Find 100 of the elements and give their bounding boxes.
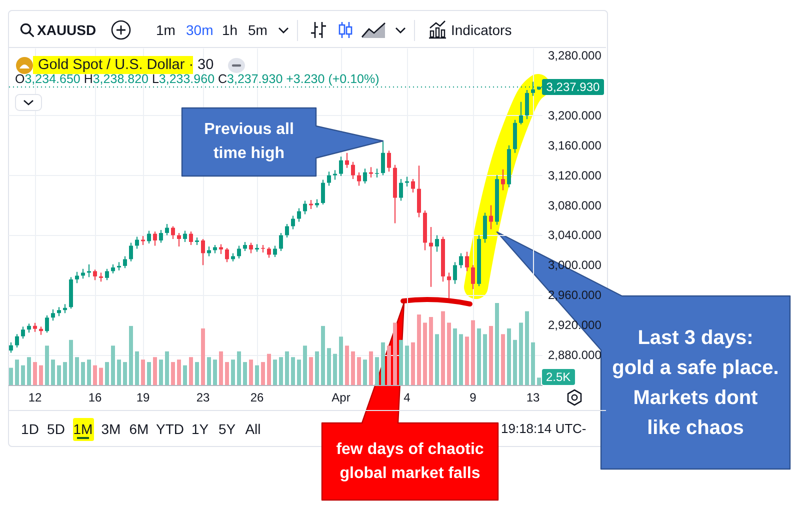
bar [393,322,397,385]
bar [507,328,511,385]
candlestick [345,152,349,168]
candlestick [21,326,25,340]
candlestick [405,176,409,188]
bar [447,322,451,385]
text: Indicators [451,21,512,39]
bar [315,351,319,385]
bar [141,360,145,385]
candlestick [453,262,457,284]
bar [267,354,271,385]
bar [465,336,469,385]
candlestick [363,168,367,184]
candlestick [285,223,289,238]
candlestick [105,268,109,281]
bar [39,365,43,385]
candlestick [153,230,157,246]
x-tick-label: 23 [196,390,210,404]
candlestick [387,150,391,172]
candlestick [297,208,301,222]
text: XAUUSD [37,21,96,39]
bar [75,357,79,385]
candlestick [129,242,133,262]
bar [135,351,139,385]
x-tick-label: Apr [332,390,350,404]
bar [237,351,241,385]
bar [471,320,475,385]
x-tick-label: 4 [404,390,411,404]
bar [183,365,187,385]
bar [339,336,343,385]
bar [291,357,295,385]
bar [531,342,535,385]
bar [429,316,433,385]
candlestick [201,238,205,266]
candlestick [351,161,355,180]
text: O3,234.650 H3,238.820 L3,233.960 C3,237.930 +3.230 (+0.10%) [15,72,380,86]
candlestick [171,226,175,240]
bar [519,322,523,385]
bar [147,362,151,385]
candlestick [333,170,337,180]
candlestick [147,230,151,244]
bar [441,311,445,385]
bar [321,326,325,385]
bar [495,303,499,385]
bar [477,328,481,385]
bar [489,326,493,385]
candlestick [435,234,439,252]
candlestick [501,168,505,191]
bar [159,360,163,385]
x-tick-label: 13 [526,390,540,404]
bar [27,357,31,385]
bar [225,362,229,385]
candlestick [93,269,97,281]
bar [405,346,409,385]
bar [285,351,289,385]
text: 1Y [191,421,209,437]
y-tick-label: 3,040.000 [548,228,602,242]
x-tick-label: 16 [88,390,102,404]
bar [279,357,283,385]
bar [261,362,265,385]
bar [327,348,331,385]
bar [459,334,463,385]
candlestick [429,226,433,288]
candlestick [321,179,325,206]
candlestick [75,271,79,284]
candlestick [207,246,211,257]
candlestick [219,244,223,254]
bar [117,360,121,385]
bar [51,360,55,385]
candlestick [447,272,451,299]
bar [195,362,199,385]
bar [369,351,373,385]
bar [33,362,37,385]
bar [45,346,49,385]
bar [213,360,217,385]
annotation: Previous all time high [203,120,295,164]
bar [345,346,349,385]
text: 5Y [218,421,236,437]
bar [15,360,19,385]
bar [219,351,223,385]
bar [303,346,307,385]
bar [99,368,103,385]
candlestick [279,232,283,252]
bar [207,357,211,385]
text: 5m [248,21,268,39]
bar [483,334,487,385]
bar [87,360,91,385]
candlestick [123,256,127,269]
bar [273,360,277,385]
bar [513,340,517,385]
y-tick-label: 3,280.000 [548,48,602,62]
bar [81,362,85,385]
bar [453,328,457,385]
bar [165,351,169,385]
bar [231,360,235,385]
candlestick [87,264,91,278]
bar [351,351,355,385]
candlestick [15,334,19,348]
text: All [245,421,261,437]
bar [255,365,259,385]
